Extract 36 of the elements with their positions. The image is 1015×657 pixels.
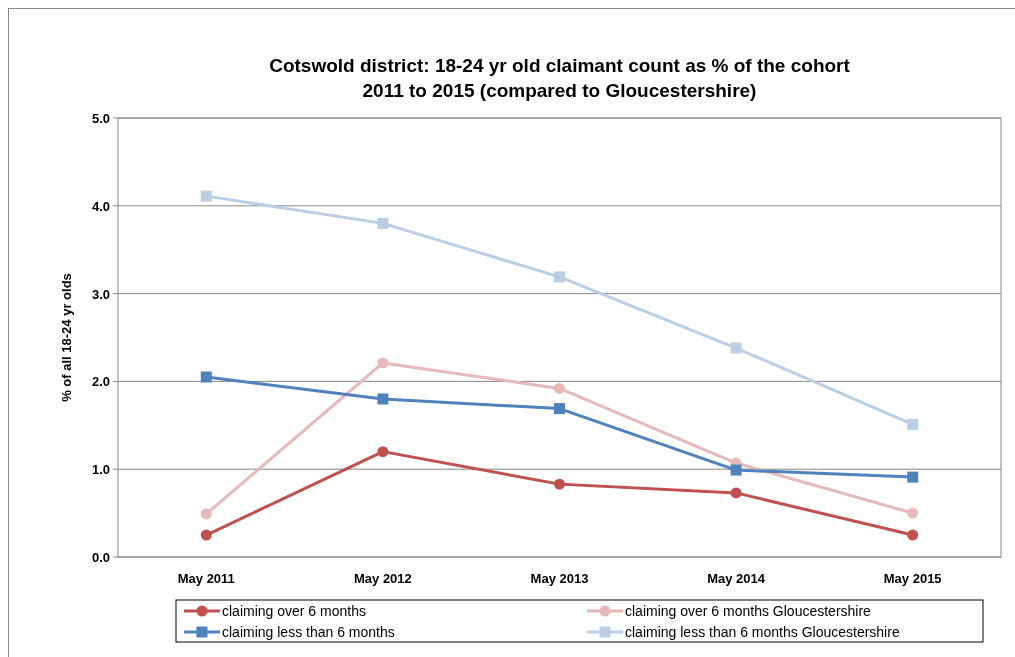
legend-label: claiming over 6 months — [222, 603, 366, 619]
point — [730, 464, 742, 476]
y-tick-label: 1.0 — [91, 462, 110, 478]
point — [377, 357, 389, 369]
point — [907, 418, 919, 430]
y-tick-label: 5.0 — [91, 111, 110, 126]
legend-label: claiming less than 6 months Gloucestershire — [625, 624, 900, 640]
point — [377, 393, 389, 405]
point — [200, 529, 212, 541]
y-tick-label: 3.0 — [91, 286, 110, 302]
y-tick-label: 2.0 — [91, 374, 110, 390]
point — [554, 382, 565, 394]
y-axis-title: % of all 18-24 yr olds — [59, 273, 74, 402]
x-tick-label: May 2011 — [177, 571, 235, 586]
y-tick-label: 4.0 — [91, 198, 110, 214]
point — [200, 190, 212, 202]
point — [907, 507, 919, 519]
legend-label: claiming over 6 months Gloucestershire — [625, 603, 872, 619]
x-tick-label: May 2013 — [530, 571, 589, 586]
point — [907, 529, 919, 541]
x-tick-label: May 2014 — [707, 571, 766, 586]
point — [200, 371, 212, 383]
point — [554, 403, 565, 415]
point — [554, 478, 565, 490]
x-tick-label: May 2015 — [883, 571, 942, 586]
point — [377, 217, 389, 229]
point — [907, 471, 919, 483]
point — [200, 508, 212, 520]
legend-label: claiming less than 6 months — [222, 624, 395, 640]
chart-title: Cotswold district: 18-24 yr old claimant count as % of the cohort 2011 to 2015 (compared to Gloucestershire) — [269, 55, 851, 101]
point — [730, 487, 742, 499]
point — [554, 271, 565, 283]
y-tick-label: 0.0 — [91, 550, 110, 565]
point — [730, 342, 742, 354]
point — [377, 446, 389, 458]
x-tick-label: May 2012 — [353, 571, 412, 586]
